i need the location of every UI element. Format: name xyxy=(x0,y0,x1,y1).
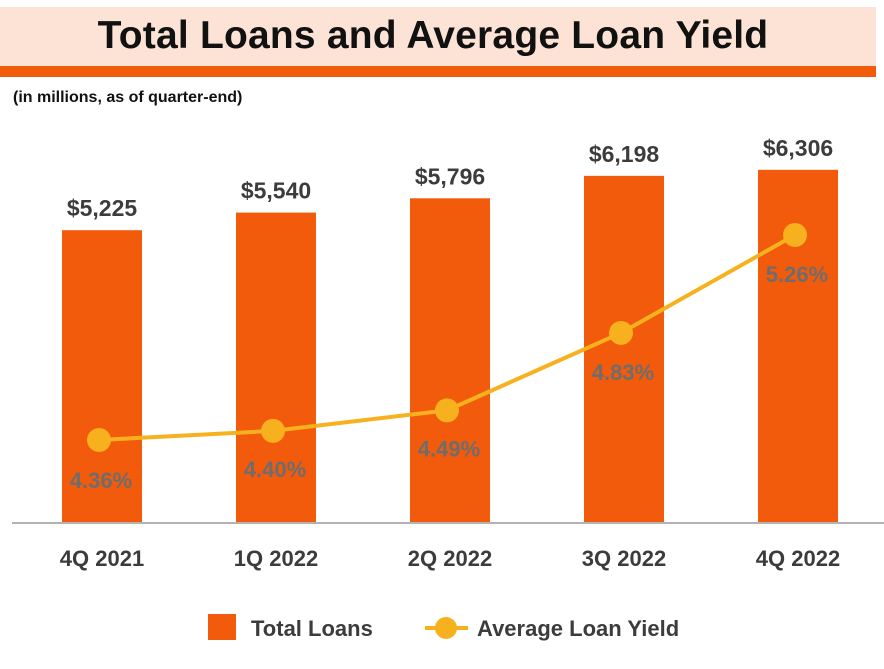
bar-total-loans xyxy=(62,230,142,522)
yield-point xyxy=(435,398,459,423)
legend-swatch-total-loans xyxy=(208,614,236,640)
yield-value-label: 4.40% xyxy=(244,457,306,482)
bar-value-label: $6,306 xyxy=(763,135,833,161)
legend: Total Loans Average Loan Yield xyxy=(208,614,679,641)
x-tick-label: 4Q 2021 xyxy=(60,546,144,571)
bar-value-label: $6,198 xyxy=(589,141,660,167)
bar-value-label: $5,796 xyxy=(415,163,485,189)
legend-label-total-loans: Total Loans xyxy=(251,616,373,641)
x-tick-label: 1Q 2022 xyxy=(234,546,318,571)
bar-total-loans xyxy=(236,212,316,522)
labels-layer: $5,225 4Q 2021 $5,540 1Q 2022 $5,796 2Q 2022 $… xyxy=(60,135,840,571)
x-tick-label: 4Q 2022 xyxy=(756,546,840,571)
yield-value-label: 5.26% xyxy=(766,262,828,287)
yield-value-label: 4.36% xyxy=(70,468,132,493)
title-underline xyxy=(0,66,876,77)
x-tick-label: 3Q 2022 xyxy=(582,546,666,571)
yield-point xyxy=(609,320,633,345)
legend-label-average-loan-yield: Average Loan Yield xyxy=(477,616,679,641)
bar-value-label: $5,225 xyxy=(67,195,138,221)
yield-value-label: 4.83% xyxy=(592,360,654,385)
yield-line-layer xyxy=(87,223,807,452)
chart-subtitle: (in millions, as of quarter-end) xyxy=(13,89,243,106)
yield-value-label: 4.49% xyxy=(418,436,480,461)
yield-point xyxy=(783,223,807,247)
chart-title: Total Loans and Average Loan Yield xyxy=(97,14,769,57)
yield-point xyxy=(87,428,111,452)
x-tick-label: 2Q 2022 xyxy=(408,546,492,571)
legend-swatch-dot-yield xyxy=(435,617,457,639)
title-band xyxy=(0,7,876,66)
bar-total-loans xyxy=(758,169,838,522)
bar-total-loans xyxy=(584,175,664,522)
yield-point xyxy=(261,418,285,443)
bar-total-loans xyxy=(410,198,490,522)
bars-layer xyxy=(62,169,838,522)
bar-value-label: $5,540 xyxy=(241,178,311,204)
